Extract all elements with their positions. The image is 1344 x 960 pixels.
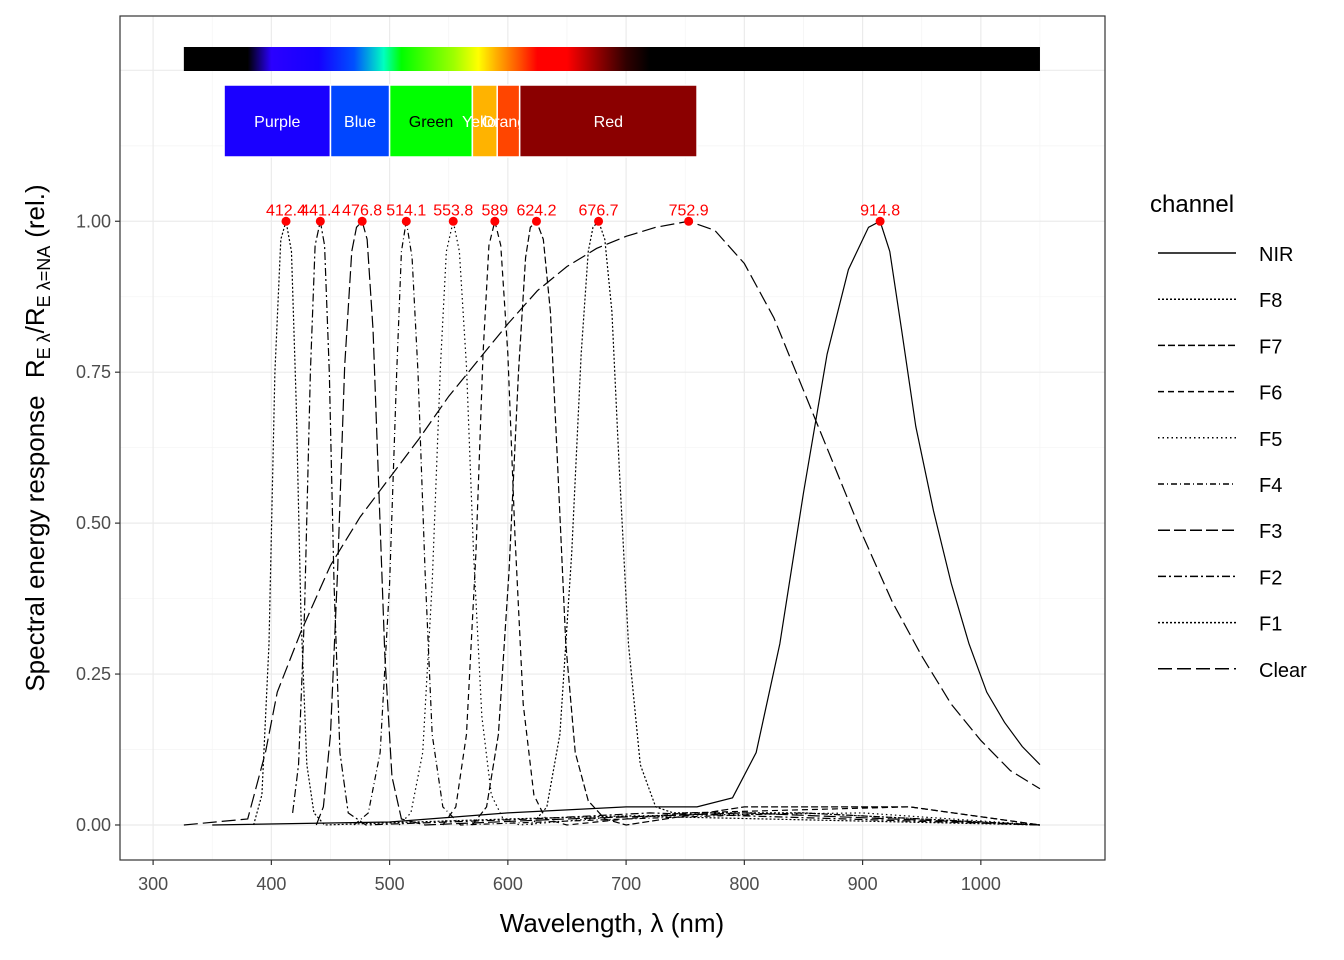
peak-label-f6: 589 xyxy=(481,202,508,219)
peak-point-f3 xyxy=(357,216,367,226)
peak-label-nir: 914.8 xyxy=(860,202,900,219)
x-axis-label: Wavelength, λ (nm) xyxy=(500,908,724,938)
peak-point-f7 xyxy=(531,216,541,226)
y-axis-label-r2: R xyxy=(20,307,50,326)
legend-label-f4: F4 xyxy=(1259,475,1282,497)
peak-label-f8: 676.7 xyxy=(579,202,619,219)
legend-title: channel xyxy=(1150,191,1234,218)
peak-point-clear xyxy=(684,216,694,226)
peak-label-f1: 412.4 xyxy=(266,202,306,219)
x-axis-ticks: 300 400 500 600 700 800 900 1000 xyxy=(138,860,1001,894)
legend-label-nir: NIR xyxy=(1259,244,1293,266)
legend: channel NIR F8 F7 F6 F5 F4 F3 F2 F1 Clear xyxy=(1150,191,1307,682)
peak-point-nir xyxy=(875,216,885,226)
x-tick-label: 700 xyxy=(611,874,641,894)
peak-point-f4 xyxy=(401,216,411,226)
legend-label-clear: Clear xyxy=(1259,660,1307,682)
peak-label-f5: 553.8 xyxy=(433,202,473,219)
peak-point-f8 xyxy=(594,216,604,226)
y-axis-label-sub1: E λ xyxy=(34,333,54,359)
color-band-label: Purple xyxy=(254,114,300,131)
peak-label-f3: 476.8 xyxy=(342,202,382,219)
series-line-f1 xyxy=(253,221,1040,826)
x-tick-label: 1000 xyxy=(961,874,1001,894)
color-band-label: Red xyxy=(594,114,623,131)
peak-label-clear: 752.9 xyxy=(669,202,709,219)
x-tick-label: 800 xyxy=(729,874,759,894)
series-line-f4 xyxy=(353,221,1040,826)
color-band-label: Green xyxy=(409,114,453,131)
legend-label-f3: F3 xyxy=(1259,521,1282,543)
y-axis-label: Spectral energy response RE λ/RE λ=NA(re… xyxy=(20,184,54,691)
y-tick-label: 0.50 xyxy=(76,513,111,533)
series-line-f2 xyxy=(292,221,1040,826)
color-band-label: Blue xyxy=(344,114,376,131)
legend-label-f5: F5 xyxy=(1259,429,1282,451)
legend-label-f8: F8 xyxy=(1259,290,1282,312)
peak-point-f2 xyxy=(315,216,325,226)
x-tick-label: 600 xyxy=(493,874,523,894)
plot-panel-border xyxy=(119,15,1106,861)
y-axis-label-sub2: E λ=NA xyxy=(34,246,54,308)
y-tick-label: 0.75 xyxy=(76,362,111,382)
series-line-f7 xyxy=(471,220,1041,826)
peak-point-f6 xyxy=(490,216,500,226)
y-axis-label-units: (rel.) xyxy=(20,184,50,237)
peak-label-f4: 514.1 xyxy=(386,202,426,219)
series-line-f3 xyxy=(315,220,1040,826)
y-tick-label: 0.25 xyxy=(76,664,111,684)
x-tick-label: 400 xyxy=(256,874,286,894)
peak-point-f5 xyxy=(448,216,458,226)
peak-label-f7: 624.2 xyxy=(516,202,556,219)
series-line-nir xyxy=(212,220,1041,826)
color-band-yellow xyxy=(471,84,498,158)
y-axis-ticks: 0.00 0.25 0.50 0.75 1.00 xyxy=(76,211,120,835)
series-lines xyxy=(183,220,1041,826)
y-tick-label: 0.00 xyxy=(76,815,111,835)
x-tick-label: 900 xyxy=(848,874,878,894)
legend-label-f7: F7 xyxy=(1259,336,1282,358)
y-axis-label-text: Spectral energy response xyxy=(20,395,50,691)
x-tick-label: 300 xyxy=(138,874,168,894)
y-axis-label-r1: R xyxy=(20,359,50,378)
spectrum-bar xyxy=(183,47,1040,71)
series-line-f5 xyxy=(398,221,1041,826)
series-line-f8 xyxy=(531,220,1040,826)
legend-label-f2: F2 xyxy=(1259,567,1282,589)
x-tick-label: 500 xyxy=(375,874,405,894)
spectrum-gradient xyxy=(183,47,1040,71)
legend-label-f6: F6 xyxy=(1259,383,1282,405)
color-band-red xyxy=(518,84,698,158)
peak-point-f1 xyxy=(281,216,291,226)
y-axis-label-slash: / xyxy=(20,325,50,333)
y-tick-label: 1.00 xyxy=(76,211,111,231)
series-line-f6 xyxy=(442,221,1041,826)
color-band-green xyxy=(388,84,474,158)
legend-label-f1: F1 xyxy=(1259,614,1282,636)
svg-text:Spectral energy response: Spectral energy response RE λ/RE λ=NA(re… xyxy=(20,184,54,691)
series-line-clear xyxy=(183,220,1041,826)
peak-label-f2: 441.4 xyxy=(300,202,340,219)
